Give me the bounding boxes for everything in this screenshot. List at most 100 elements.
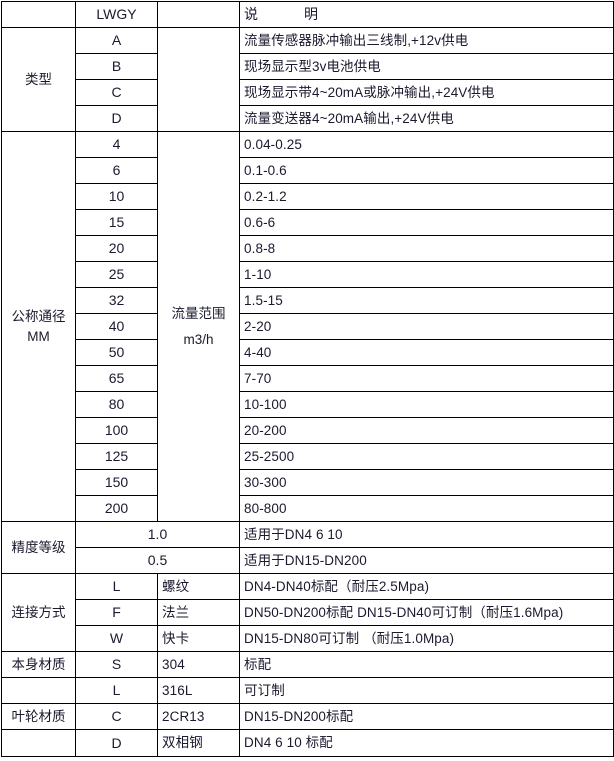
flow-range-value: 0.2-1.2 [239,183,614,210]
connection-type-thread: 螺纹 [157,573,240,600]
table-row: 25 1-10 [2,261,614,288]
dn-value: 150 [75,469,158,496]
table-row: B 现场显示型3v电池供电 [2,53,614,80]
connection-type-clamp: 快卡 [157,625,240,652]
dn-value: 200 [75,495,158,522]
group-label-body-material: 本身材质 [1,651,76,678]
dn-value: 40 [75,313,158,340]
flow-range-value: 1.5-15 [239,287,614,314]
table-row: 20 0.8-8 [2,235,614,262]
flow-range-value: 10-100 [239,391,614,418]
impeller-material-desc-c: DN15-DN200标配 [239,703,614,730]
table-row: 公称通径 MM 4 流量范围 m3/h 0.04-0.25 [1,131,614,522]
flow-range-label-line1: 流量范围 [171,305,226,321]
flow-range-value: 4-40 [239,339,614,366]
flow-range-value: 0.04-0.25 [239,131,614,158]
table-row: F 法兰 DN50-DN200标配 DN15-DN40可订制（耐压1.6Mpa) [2,599,614,626]
dn-value: 25 [75,261,158,288]
table-row: 150 30-300 [2,469,614,496]
accuracy-grade-2: 0.5 [75,547,240,574]
dn-value: 4 [75,131,158,158]
group-label-body-material-empty [1,677,76,704]
dn-value: 50 [75,339,158,366]
header-desc-part1: 说 [244,6,258,23]
accuracy-desc-1: 适用于DN4 6 10 [239,521,614,548]
table-row: 200 80-800 [2,495,614,522]
flow-range-value: 2-20 [239,313,614,340]
flow-range-value: 30-300 [239,469,614,496]
table-row: 10 0.2-1.2 [2,183,614,210]
group-label-impeller-material: 叶轮材质 [1,703,76,730]
dn-value: 125 [75,443,158,470]
nominal-diameter-label-line1: 公称通径 [11,308,66,324]
body-material-304: 304 [157,651,240,678]
type-code-a: A [75,27,158,54]
type-code-b: B [75,53,158,80]
impeller-material-desc-d: DN4 6 10 标配 [239,729,614,757]
table-row: 类型 A 流量传感器脉冲输出三线制,+12v供电 [1,27,614,132]
table-header-row: LWGY 说明 [1,1,614,28]
flow-range-value: 25-2500 [239,443,614,470]
table-row: 32 1.5-15 [2,287,614,314]
dn-value: 80 [75,391,158,418]
header-empty-cell [1,1,76,28]
connection-desc-l: DN4-DN40标配（耐压2.5Mpa) [239,573,614,600]
connection-desc-f: DN50-DN200标配 DN15-DN40可订制（耐压1.6Mpa) [239,599,614,626]
dn-value: 6 [75,157,158,184]
dn-value: 20 [75,235,158,262]
impeller-material-code-d: D [75,729,158,757]
flow-range-value: 80-800 [239,495,614,522]
type-desc-c: 现场显示带4~20mA或脉冲输出,+24V供电 [239,79,614,106]
flow-range-value: 0.8-8 [239,235,614,262]
header-empty-cell-2 [157,1,240,28]
flow-range-value: 0.1-0.6 [239,157,614,184]
flow-range-value: 20-200 [239,417,614,444]
table-row: 40 2-20 [2,313,614,340]
group-label-connection: 连接方式 [1,573,76,652]
type-code-d: D [75,105,158,132]
group-label-nominal-diameter: 公称通径 MM [1,131,76,522]
table-row: 精度等级 1.0 适用于DN4 6 10 [1,521,614,574]
table-row: 15 0.6-6 [2,209,614,236]
table-row: 连接方式 L 螺纹 DN4-DN40标配（耐压2.5Mpa) [1,573,614,652]
flow-range-label: 流量范围 m3/h [157,131,240,522]
connection-desc-w: DN15-DN80可订制 （耐压1.0Mpa) [239,625,614,652]
table-row: 65 7-70 [2,365,614,392]
group-label-accuracy: 精度等级 [1,521,76,574]
body-material-code-l: L [75,677,158,704]
impeller-material-duplex: 双相钢 [157,729,240,757]
dn-value: 32 [75,287,158,314]
table-row: 125 25-2500 [2,443,614,470]
accuracy-grade-1: 1.0 [75,521,240,548]
table-row: 0.5 适用于DN15-DN200 [2,547,614,574]
body-material-desc-l: 可订制 [239,677,614,704]
table-row: 50 4-40 [2,339,614,366]
table-row: 80 10-100 [2,391,614,418]
connection-code-f: F [75,599,158,626]
type-desc-b: 现场显示型3v电池供电 [239,53,614,80]
table-row: L 316L 可订制 [1,677,614,704]
table-row: 100 20-200 [2,417,614,444]
group-label-type: 类型 [1,27,76,132]
type-desc-a: 流量传感器脉冲输出三线制,+12v供电 [239,27,614,54]
table-row: D 双相钢 DN4 6 10 标配 [1,729,614,757]
header-desc-part2: 明 [304,6,318,23]
connection-type-flange: 法兰 [157,599,240,626]
dn-value: 100 [75,417,158,444]
impeller-material-2cr13: 2CR13 [157,703,240,730]
group-label-impeller-material-empty [1,729,76,757]
table-row: W 快卡 DN15-DN80可订制 （耐压1.0Mpa) [2,625,614,652]
table-row: D 流量变送器4~20mA输出,+24V供电 [2,105,614,132]
table-row: 叶轮材质 C 2CR13 DN15-DN200标配 [1,703,614,730]
type-code-c: C [75,79,158,106]
flow-range-value: 1-10 [239,261,614,288]
impeller-material-code-c: C [75,703,158,730]
type-group-empty-cell [157,27,240,132]
dn-value: 10 [75,183,158,210]
type-desc-d: 流量变送器4~20mA输出,+24V供电 [239,105,614,132]
dn-value: 15 [75,209,158,236]
accuracy-desc-2: 适用于DN15-DN200 [239,547,614,574]
body-material-316l: 316L [157,677,240,704]
flow-range-value: 7-70 [239,365,614,392]
